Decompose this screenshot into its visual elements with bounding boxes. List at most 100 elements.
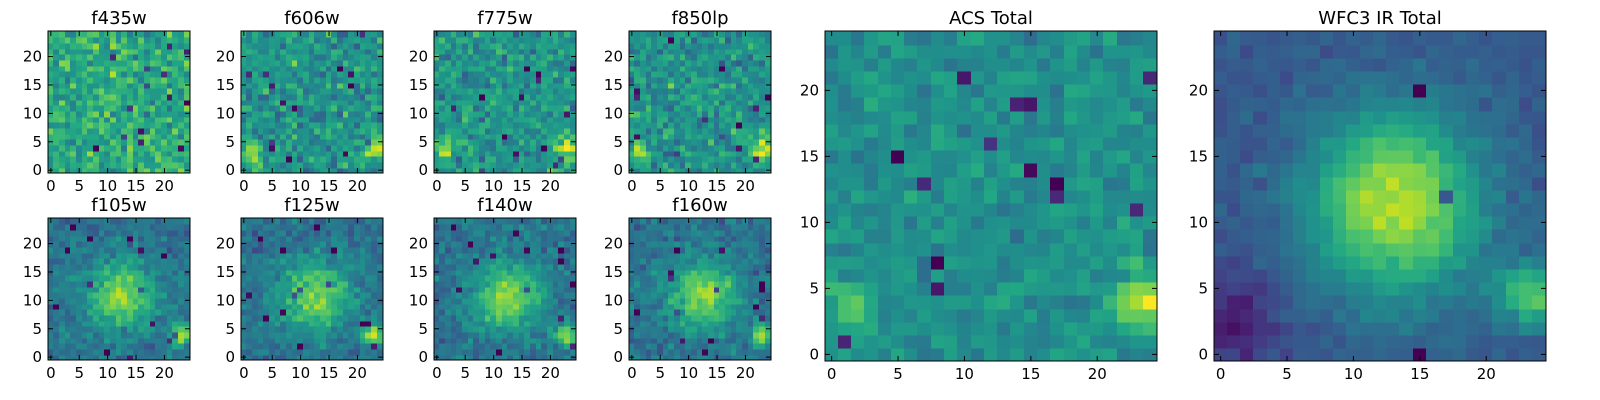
heatmap-cell (150, 287, 156, 293)
heatmap-cell (377, 31, 384, 38)
heatmap-cell (354, 326, 361, 333)
heatmap-cell (536, 264, 542, 271)
heatmap-cell (524, 156, 531, 163)
heatmap-cell (104, 326, 111, 333)
heatmap-cell (82, 309, 88, 316)
heatmap-cell (343, 31, 349, 38)
heatmap-cell (59, 270, 66, 276)
heatmap-cell (479, 343, 486, 350)
heatmap-cell (133, 77, 139, 84)
heatmap-cell (502, 349, 508, 356)
heatmap-cell (558, 292, 565, 299)
heatmap-cell (138, 247, 145, 254)
heatmap-cell (280, 66, 287, 72)
heatmap-cell (133, 139, 139, 146)
heatmap-cell (303, 100, 310, 106)
heatmap-cell (536, 281, 542, 288)
heatmap-cell (354, 49, 361, 55)
heatmap-cell (536, 321, 542, 327)
heatmap-cell (138, 258, 145, 265)
heatmap-cell (570, 298, 577, 305)
heatmap-cell (269, 105, 276, 112)
heatmap-cell (320, 309, 327, 316)
heatmap-cell (547, 151, 554, 157)
heatmap-cell (541, 264, 548, 271)
heatmap-cell (269, 100, 276, 106)
heatmap-cell (530, 31, 537, 38)
heatmap-cell (121, 264, 128, 271)
heatmap-cell (719, 304, 726, 310)
heatmap-cell (731, 94, 737, 101)
heatmap-cell (133, 128, 139, 135)
heatmap-cell (99, 94, 105, 101)
heatmap-cell (314, 343, 321, 350)
heatmap-cell (150, 134, 156, 140)
heatmap-cell (736, 287, 743, 293)
heatmap-cell (479, 88, 486, 95)
heatmap-cell (445, 247, 452, 254)
heatmap-cell (178, 236, 185, 242)
heatmap-cell (337, 253, 344, 259)
heatmap-cell (167, 236, 173, 242)
heatmap-cell (252, 49, 259, 55)
heatmap-cell (468, 162, 474, 169)
heatmap-cell (320, 338, 327, 344)
heatmap-cell (536, 31, 542, 38)
heatmap-cell (502, 230, 508, 237)
heatmap-cell (570, 77, 577, 84)
heatmap-cell (731, 292, 737, 299)
heatmap-cell (161, 66, 168, 72)
heatmap-cell (507, 292, 514, 299)
heatmap-cell (742, 139, 749, 146)
heatmap-cell (708, 287, 715, 293)
heatmap-cell (507, 236, 514, 242)
heatmap-cell (138, 253, 145, 259)
heatmap-cell (110, 139, 117, 146)
heatmap-cell (172, 332, 179, 339)
heatmap-cell (178, 162, 185, 169)
heatmap-cell (685, 88, 692, 95)
heatmap-cell (59, 338, 66, 344)
heatmap-cell (343, 321, 349, 327)
heatmap-cell (451, 111, 457, 118)
heatmap-cell (473, 253, 480, 259)
heatmap-cell (445, 168, 452, 174)
heatmap-cell (479, 253, 486, 259)
heatmap-cell (167, 134, 173, 140)
heatmap-cell (365, 315, 372, 322)
heatmap-cell (297, 156, 304, 163)
heatmap-cell (765, 60, 772, 67)
heatmap-cell (759, 298, 766, 305)
heatmap-cell (719, 287, 726, 293)
heatmap-cell (513, 270, 520, 276)
heatmap-cell (547, 270, 554, 276)
heatmap-cell (326, 105, 332, 112)
x-tick-label: 0 (432, 177, 442, 195)
heatmap-cell (280, 151, 287, 157)
heatmap-cell (702, 122, 709, 129)
heatmap-cell (161, 309, 168, 316)
heatmap-cell (564, 43, 571, 50)
heatmap-cell (127, 122, 134, 129)
heatmap-cell (564, 151, 571, 157)
heatmap-cell (490, 247, 497, 254)
heatmap-cell (286, 54, 293, 61)
heatmap-cell (759, 343, 766, 350)
heatmap-cell (456, 281, 463, 288)
heatmap-cell (280, 162, 287, 169)
heatmap-cell (541, 287, 548, 293)
heatmap-cell (519, 349, 525, 356)
heatmap-cell (178, 304, 185, 310)
heatmap-cell (280, 270, 287, 276)
heatmap-cell (765, 162, 772, 169)
heatmap-cell (184, 66, 191, 72)
heatmap-cell (651, 292, 658, 299)
heatmap-cell (76, 253, 83, 259)
heatmap-cell (104, 122, 111, 129)
heatmap-cell (121, 128, 128, 135)
heatmap-cell (742, 343, 749, 350)
heatmap-cell (753, 162, 760, 169)
heatmap-cell (53, 309, 60, 316)
heatmap-cell (184, 349, 191, 356)
